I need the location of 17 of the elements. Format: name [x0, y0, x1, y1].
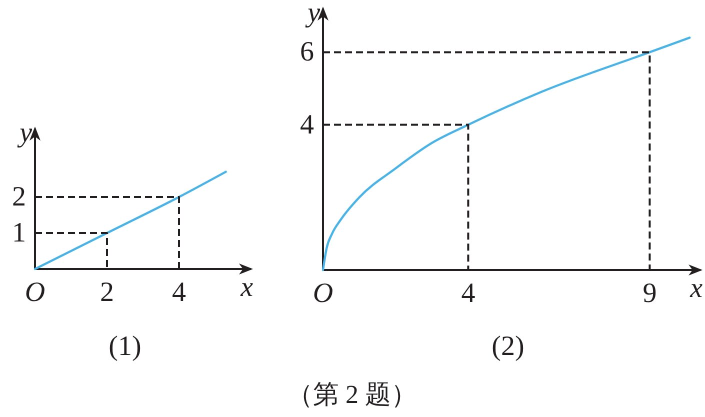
x-tick-label: 9: [642, 278, 657, 309]
x-axis-title: x: [240, 272, 254, 303]
y-axis-title: y: [304, 0, 321, 29]
x-axis-title: x: [689, 273, 704, 304]
text: (2): [492, 331, 524, 362]
y-tick-label: 1: [12, 218, 26, 248]
line-series: [34, 170, 227, 270]
y-axis-title: y: [16, 118, 33, 149]
text: (1): [108, 331, 142, 362]
x-tick-label: 4: [172, 277, 186, 308]
x-tick-label: O: [24, 277, 46, 308]
x-tick-label: 2: [100, 277, 114, 308]
x-tick-label: O: [312, 278, 334, 309]
text: （第 2 题）: [287, 380, 417, 409]
line-series: [322, 36, 691, 272]
x-tick-label: 4: [461, 278, 476, 309]
y-tick-label: 6: [300, 36, 314, 68]
